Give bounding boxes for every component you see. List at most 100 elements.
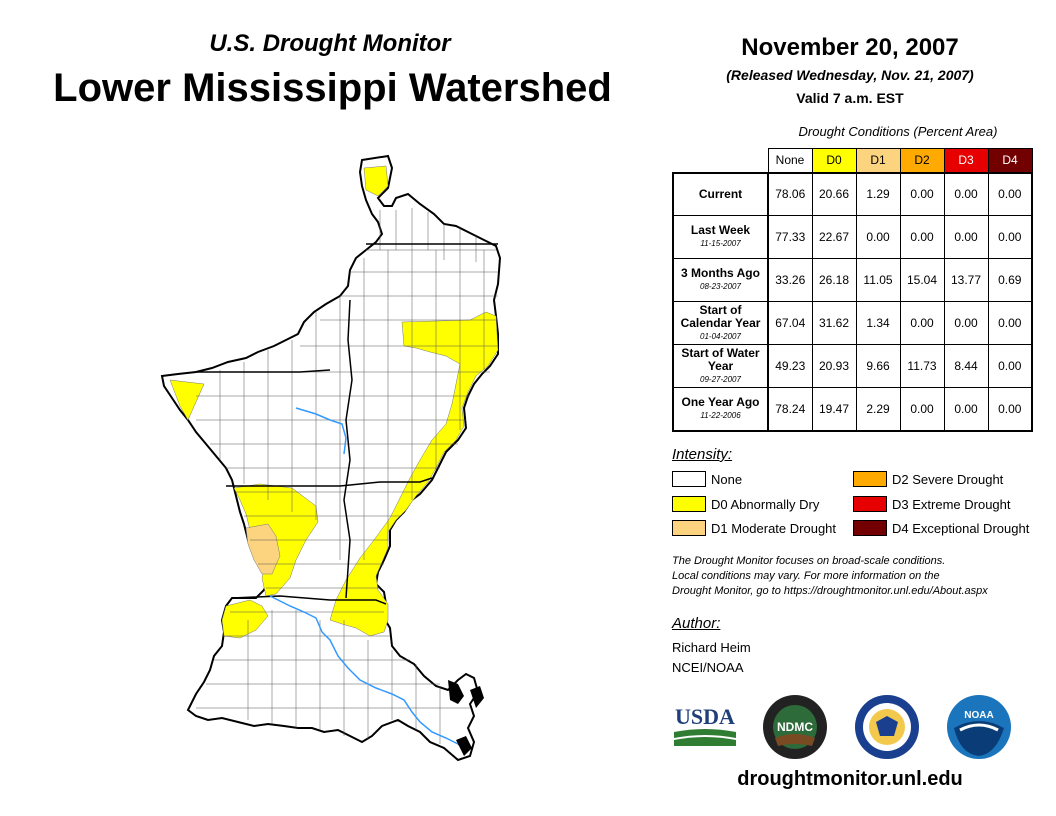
map-title: Lower Mississippi Watershed — [53, 66, 612, 110]
row-label: 3 Months Ago 08-23-2007 — [672, 258, 769, 302]
legend-label: D2 Severe Drought — [892, 471, 1004, 487]
coastline-delta — [448, 680, 484, 756]
ndmc-logo: NDMC — [763, 695, 827, 759]
row-label: Current — [672, 172, 769, 216]
cell-none: 33.26 — [767, 258, 813, 302]
valid-time: Valid 7 a.m. EST — [796, 90, 904, 106]
cell-d1: 1.34 — [855, 301, 901, 345]
cell-d1: 9.66 — [855, 344, 901, 388]
cell-d3: 0.00 — [943, 215, 989, 259]
cell-d0: 22.67 — [811, 215, 857, 259]
legend-swatch — [853, 496, 887, 512]
table-row: Current 78.06 20.66 1.29 0.00 0.00 0.00 — [672, 172, 1033, 216]
legend-item-d3: D3 Extreme Drought — [853, 496, 1011, 512]
site-url[interactable]: droughtmonitor.unl.edu — [737, 768, 963, 790]
drought-map — [160, 154, 502, 762]
author-heading: Author: — [672, 615, 721, 632]
legend-item-none: None — [672, 471, 742, 487]
cell-d1: 1.29 — [855, 172, 901, 216]
cell-d4: 0.69 — [987, 258, 1033, 302]
author-name: Richard Heim — [672, 640, 751, 655]
legend-item-d0: D0 Abnormally Dry — [672, 496, 819, 512]
cell-none: 67.04 — [767, 301, 813, 345]
state-lines — [196, 243, 498, 605]
cell-d0: 20.66 — [811, 172, 857, 216]
cell-d4: 0.00 — [987, 172, 1033, 216]
table-row: Start of Calendar Year 01-04-2007 67.04 3… — [672, 301, 1033, 345]
row-label: One Year Ago 11-22-2006 — [672, 387, 769, 431]
cell-d2: 15.04 — [899, 258, 945, 302]
cell-d2: 0.00 — [899, 172, 945, 216]
author-org: NCEI/NOAA — [672, 660, 744, 675]
svg-text:USDA: USDA — [675, 704, 735, 729]
col-d0: D0 — [811, 148, 857, 173]
cell-d3: 0.00 — [943, 387, 989, 431]
cell-d2: 0.00 — [899, 387, 945, 431]
table-row: 3 Months Ago 08-23-2007 33.26 26.18 11.05… — [672, 258, 1033, 302]
row-label: Last Week 11-15-2007 — [672, 215, 769, 259]
cell-d1: 2.29 — [855, 387, 901, 431]
about-link[interactable]: Drought Monitor, go to https://droughtmo… — [672, 585, 988, 597]
map-date: November 20, 2007 — [741, 34, 959, 61]
col-d4: D4 — [987, 148, 1033, 173]
cell-d3: 8.44 — [943, 344, 989, 388]
county-lines — [196, 208, 498, 744]
legend-item-d4: D4 Exceptional Drought — [853, 520, 1029, 536]
legend-swatch — [853, 520, 887, 536]
commerce-seal-logo — [855, 695, 919, 759]
legend-label: None — [711, 471, 743, 487]
cell-d4: 0.00 — [987, 387, 1033, 431]
col-d2: D2 — [899, 148, 945, 173]
drought-conditions-table: None D0 D1 D2 D3 D4 Current 78.06 20.66 … — [672, 148, 1033, 432]
row-label: Start of Water Year 09-27-2007 — [672, 344, 769, 388]
disclaimer-note: The Drought Monitor focuses on broad-sca… — [672, 554, 1042, 599]
legend-label: D0 Abnormally Dry — [711, 496, 820, 512]
legend-item-d2: D2 Severe Drought — [853, 471, 1003, 487]
usda-logo: USDA — [674, 704, 736, 746]
table-caption: Drought Conditions (Percent Area) — [798, 124, 998, 139]
row-label: Start of Calendar Year 01-04-2007 — [672, 301, 769, 345]
mississippi-river — [269, 407, 469, 753]
cell-d4: 0.00 — [987, 215, 1033, 259]
legend-label: D3 Extreme Drought — [892, 496, 1011, 512]
legend-swatch — [853, 471, 887, 487]
legend-label: D4 Exceptional Drought — [892, 520, 1030, 536]
cell-none: 49.23 — [767, 344, 813, 388]
cell-d4: 0.00 — [987, 301, 1033, 345]
cell-none: 78.06 — [767, 172, 813, 216]
cell-d0: 26.18 — [811, 258, 857, 302]
noaa-logo: NOAA — [947, 695, 1011, 759]
cell-d1: 11.05 — [855, 258, 901, 302]
map-subtitle: U.S. Drought Monitor — [209, 30, 451, 57]
legend-label: D1 Moderate Drought — [711, 520, 837, 536]
watershed-outline — [160, 154, 502, 762]
cell-d3: 0.00 — [943, 172, 989, 216]
col-d1: D1 — [855, 148, 901, 173]
cell-d1: 0.00 — [855, 215, 901, 259]
author-block: Richard Heim NCEI/NOAA — [672, 638, 751, 678]
cell-none: 78.24 — [767, 387, 813, 431]
col-none: None — [767, 148, 813, 173]
release-date: (Released Wednesday, Nov. 21, 2007) — [726, 67, 974, 83]
d1-areas — [245, 523, 281, 575]
table-row: One Year Ago 11-22-2006 78.24 19.47 2.29 … — [672, 387, 1033, 431]
table-row: Start of Water Year 09-27-2007 49.23 20.9… — [672, 344, 1033, 388]
legend-swatch — [672, 520, 706, 536]
legend-title: Intensity: — [672, 446, 733, 463]
cell-d0: 19.47 — [811, 387, 857, 431]
col-d3: D3 — [943, 148, 989, 173]
cell-d4: 0.00 — [987, 344, 1033, 388]
legend-item-d1: D1 Moderate Drought — [672, 520, 836, 536]
cell-d3: 0.00 — [943, 301, 989, 345]
cell-d0: 20.93 — [811, 344, 857, 388]
legend-swatch — [672, 471, 706, 487]
cell-d3: 13.77 — [943, 258, 989, 302]
svg-text:NDMC: NDMC — [777, 720, 813, 734]
legend-swatch — [672, 496, 706, 512]
cell-none: 77.33 — [767, 215, 813, 259]
cell-d0: 31.62 — [811, 301, 857, 345]
cell-d2: 0.00 — [899, 215, 945, 259]
svg-text:NOAA: NOAA — [964, 710, 993, 721]
cell-d2: 0.00 — [899, 301, 945, 345]
table-row: Last Week 11-15-2007 77.33 22.67 0.00 0.0… — [672, 215, 1033, 259]
